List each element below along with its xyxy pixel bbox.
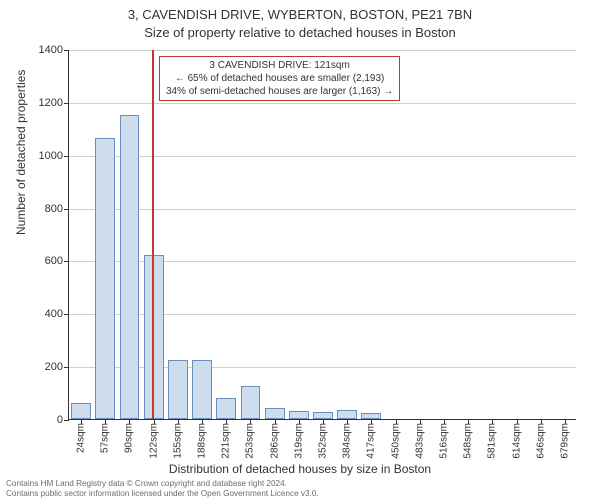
histogram-bar (95, 138, 115, 419)
xtick-label: 581sqm (487, 423, 498, 459)
title-line-1: 3, CAVENDISH DRIVE, WYBERTON, BOSTON, PE… (0, 6, 600, 24)
ytick-label: 200 (45, 361, 63, 373)
plot-area: 3 CAVENDISH DRIVE: 121sqm ← 65% of detac… (68, 50, 576, 420)
xtick-label: 384sqm (342, 423, 353, 459)
histogram-bar (192, 360, 212, 419)
xtick-label: 483sqm (414, 423, 425, 459)
histogram-bar (265, 408, 285, 419)
gridline (69, 50, 576, 51)
callout-line-3: 34% of semi-detached houses are larger (… (166, 85, 393, 98)
y-axis-label: Number of detached properties (14, 70, 28, 235)
ytick-label: 1200 (39, 97, 63, 109)
ytick-mark (64, 314, 69, 315)
xtick-label: 614sqm (511, 423, 522, 459)
xtick-label: 286sqm (269, 423, 280, 459)
ytick-mark (64, 156, 69, 157)
xtick-label: 24sqm (76, 423, 87, 453)
chart-container: 3, CAVENDISH DRIVE, WYBERTON, BOSTON, PE… (0, 0, 600, 500)
histogram-bar (337, 410, 357, 419)
xtick-label: 548sqm (463, 423, 474, 459)
xtick-label: 352sqm (318, 423, 329, 459)
ytick-label: 800 (45, 203, 63, 215)
xtick-label: 646sqm (535, 423, 546, 459)
histogram-bar (216, 398, 236, 419)
gridline (69, 156, 576, 157)
xtick-label: 679sqm (559, 423, 570, 459)
callout-line-1: 3 CAVENDISH DRIVE: 121sqm (166, 59, 393, 72)
ytick-mark (64, 367, 69, 368)
title-line-2: Size of property relative to detached ho… (0, 24, 600, 42)
histogram-bar (313, 412, 333, 419)
xtick-label: 188sqm (197, 423, 208, 459)
xtick-label: 122sqm (148, 423, 159, 459)
ytick-mark (64, 209, 69, 210)
property-marker-line (152, 50, 154, 419)
xtick-label: 417sqm (366, 423, 377, 459)
xtick-label: 221sqm (221, 423, 232, 459)
title-block: 3, CAVENDISH DRIVE, WYBERTON, BOSTON, PE… (0, 0, 600, 41)
gridline (69, 209, 576, 210)
histogram-bar (71, 403, 91, 419)
ytick-mark (64, 50, 69, 51)
ytick-label: 1400 (39, 44, 63, 56)
xtick-label: 155sqm (172, 423, 183, 459)
histogram-bar (241, 386, 261, 419)
plot-wrap: 3 CAVENDISH DRIVE: 121sqm ← 65% of detac… (68, 50, 576, 420)
ytick-label: 600 (45, 255, 63, 267)
histogram-bar (168, 360, 188, 419)
histogram-bar (289, 411, 309, 419)
xtick-label: 57sqm (100, 423, 111, 453)
gridline (69, 103, 576, 104)
histogram-bar (120, 115, 140, 419)
ytick-mark (64, 103, 69, 104)
marker-callout: 3 CAVENDISH DRIVE: 121sqm ← 65% of detac… (159, 56, 400, 101)
ytick-label: 0 (57, 414, 63, 426)
x-axis-label: Distribution of detached houses by size … (0, 462, 600, 476)
xtick-label: 253sqm (245, 423, 256, 459)
xtick-label: 90sqm (124, 423, 135, 453)
attribution-footer: Contains HM Land Registry data © Crown c… (6, 479, 319, 498)
xtick-label: 319sqm (293, 423, 304, 459)
ytick-mark (64, 420, 69, 421)
xtick-label: 450sqm (390, 423, 401, 459)
ytick-label: 1000 (39, 150, 63, 162)
ytick-label: 400 (45, 308, 63, 320)
xtick-label: 516sqm (438, 423, 449, 459)
footer-line-1: Contains HM Land Registry data © Crown c… (6, 479, 319, 488)
callout-line-2: ← 65% of detached houses are smaller (2,… (166, 72, 393, 85)
ytick-mark (64, 261, 69, 262)
footer-line-2: Contains public sector information licen… (6, 489, 319, 498)
